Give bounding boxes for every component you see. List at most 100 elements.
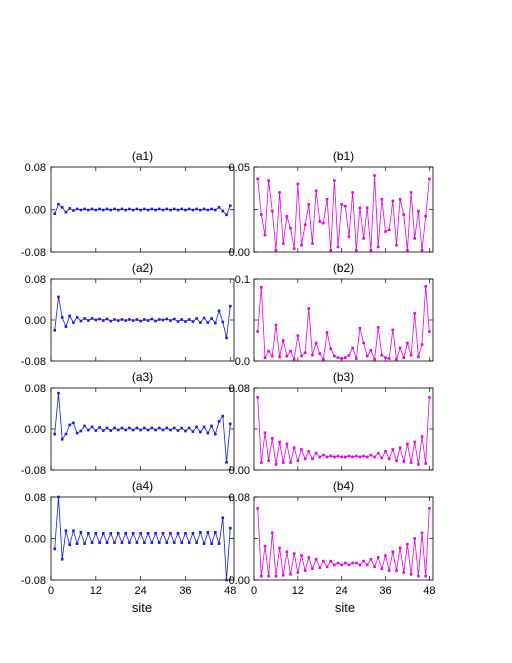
- plot-frame: [253, 387, 434, 471]
- data-point: [191, 320, 195, 323]
- data-point: [267, 574, 270, 578]
- panel-a1: (a1) 0.08 0.00 -0.08: [21, 149, 235, 259]
- data-point: [68, 207, 71, 210]
- data-point: [105, 541, 109, 544]
- data-point: [318, 566, 322, 570]
- data-point: [395, 569, 398, 572]
- data-point: [303, 569, 307, 572]
- data-point: [428, 507, 431, 510]
- data-point: [369, 249, 373, 252]
- data-point: [221, 516, 225, 520]
- panel-b1: (b1) 0.05 0.00: [229, 149, 434, 259]
- data-point: [135, 541, 139, 544]
- data-point: [150, 317, 154, 321]
- data-point: [158, 426, 161, 430]
- data-point: [351, 561, 354, 565]
- panel-title: (a2): [132, 261, 153, 275]
- data-point: [336, 561, 340, 565]
- data-point: [75, 431, 79, 435]
- data-point: [420, 531, 424, 535]
- data-point: [87, 532, 90, 535]
- data-point: [98, 426, 101, 429]
- data-point: [428, 330, 431, 333]
- data-point: [311, 353, 314, 357]
- data-point: [365, 455, 369, 459]
- data-point: [191, 208, 195, 212]
- data-point: [406, 249, 409, 252]
- data-point: [87, 208, 90, 212]
- data-point: [296, 571, 300, 574]
- y-tick-label: 0.00: [229, 575, 250, 587]
- data-point: [169, 208, 172, 212]
- data-point: [303, 457, 307, 461]
- data-point: [98, 541, 101, 544]
- data-point: [406, 341, 409, 345]
- data-point: [221, 320, 225, 324]
- data-point: [289, 226, 292, 230]
- data-point: [270, 437, 274, 440]
- data-point: [90, 425, 94, 429]
- data-point: [413, 440, 417, 444]
- y-tick-label: 0.00: [25, 534, 46, 546]
- data-point: [146, 208, 150, 212]
- data-point: [402, 460, 406, 463]
- data-point: [90, 541, 94, 544]
- panel-b4: (b4) 0.08 0.000 12 24 36 48: [229, 479, 436, 597]
- data-point: [380, 198, 384, 201]
- data-point: [172, 541, 176, 544]
- data-point: [256, 507, 259, 510]
- y-tick-label: -0.08: [21, 356, 46, 368]
- data-point: [340, 563, 343, 567]
- y-tick-label: 0.1: [235, 274, 250, 286]
- data-point: [318, 352, 322, 355]
- y-tick-label: -0.08: [21, 247, 46, 259]
- data-point: [417, 463, 420, 466]
- data-point: [161, 208, 165, 212]
- data-point: [75, 207, 79, 211]
- x-tick-label: 36: [379, 585, 391, 597]
- data-point: [380, 456, 384, 460]
- data-point: [380, 353, 384, 357]
- data-point: [274, 323, 278, 327]
- data-point: [143, 207, 146, 211]
- data-point: [391, 328, 395, 332]
- data-point: [300, 448, 303, 451]
- data-point: [428, 177, 431, 181]
- data-point: [139, 532, 142, 535]
- y-tick-label: 0.00: [25, 205, 46, 217]
- data-point: [79, 530, 83, 534]
- data-point: [206, 208, 210, 212]
- data-point: [362, 341, 365, 345]
- data-point: [347, 353, 351, 357]
- series-line: [257, 175, 430, 251]
- data-point: [274, 574, 278, 578]
- data-point: [278, 546, 281, 550]
- data-point: [165, 541, 169, 544]
- data-point: [376, 326, 380, 329]
- data-point: [53, 432, 57, 436]
- data-point: [53, 547, 57, 551]
- data-point: [64, 210, 68, 214]
- data-point: [336, 356, 340, 360]
- data-point: [376, 556, 380, 559]
- data-point: [333, 179, 336, 182]
- data-point: [402, 356, 406, 360]
- data-point: [387, 569, 391, 572]
- data-point: [150, 426, 154, 430]
- data-point: [57, 295, 60, 299]
- data-point: [325, 455, 329, 459]
- data-point: [124, 428, 127, 432]
- data-point: [128, 318, 131, 321]
- data-point: [358, 455, 362, 459]
- data-point: [217, 420, 221, 423]
- data-point: [398, 446, 402, 449]
- data-point: [322, 221, 325, 225]
- data-point: [351, 346, 354, 350]
- data-point: [210, 207, 213, 211]
- data-point: [169, 319, 172, 322]
- data-point: [344, 561, 347, 565]
- data-point: [87, 428, 90, 432]
- data-point: [263, 233, 267, 237]
- data-point: [57, 495, 60, 499]
- data-point: [154, 428, 157, 432]
